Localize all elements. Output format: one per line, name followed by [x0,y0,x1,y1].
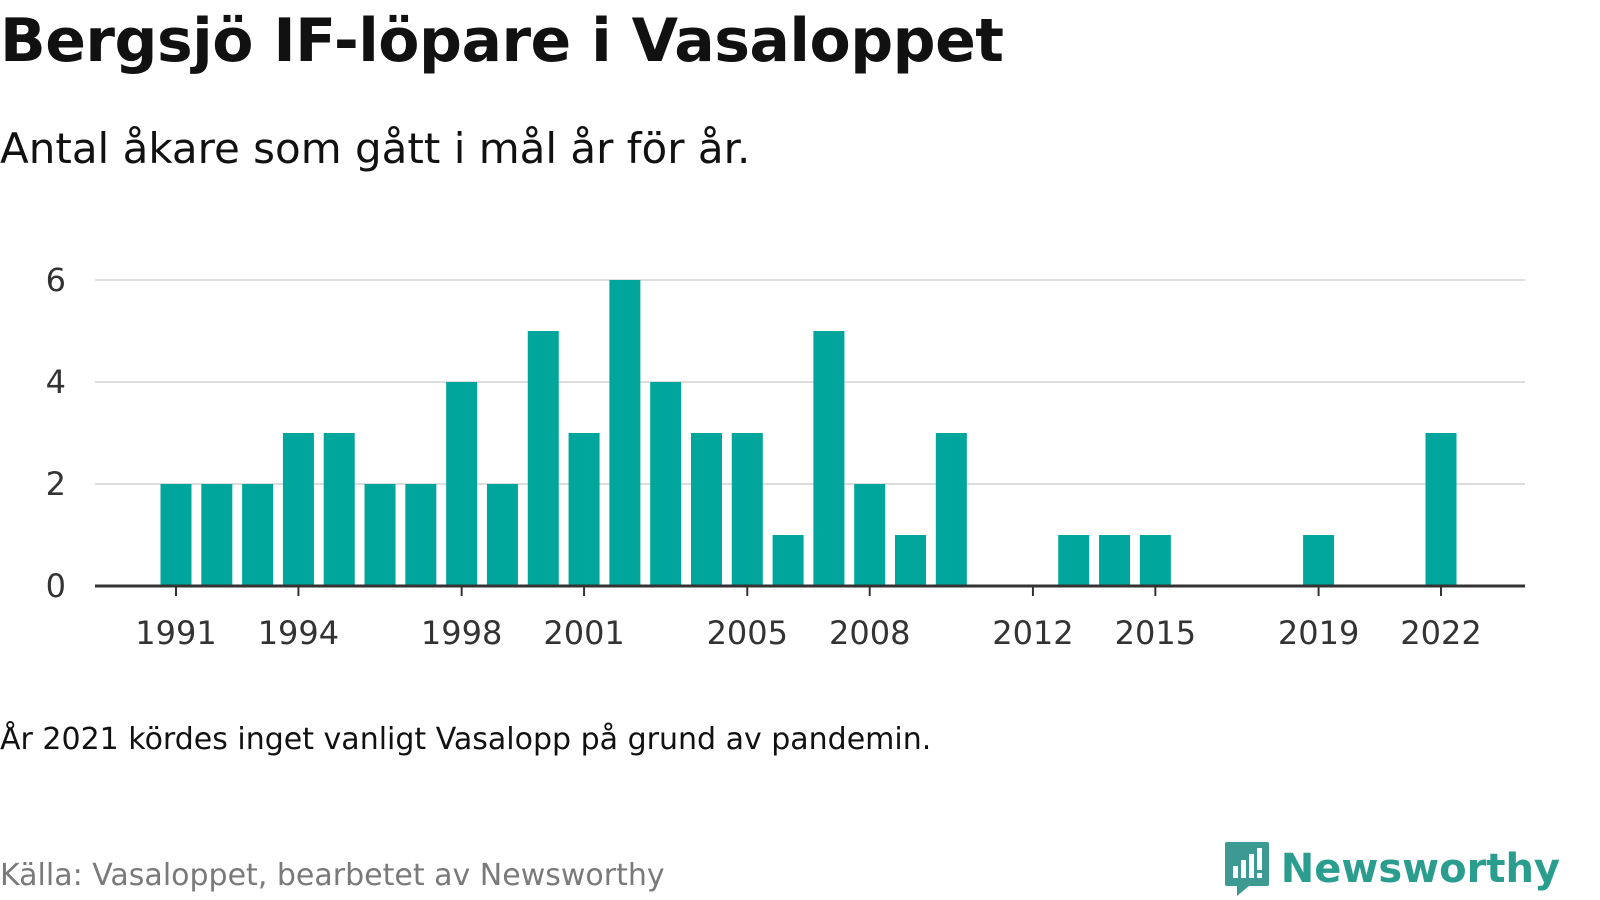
bar-1997 [405,484,437,586]
bar-2004 [690,433,722,586]
bar-1992 [201,484,233,586]
x-tick-label-2022: 2022 [1400,614,1481,652]
x-tick-label-2015: 2015 [1115,614,1196,652]
bar-1995 [323,433,355,586]
x-tick-label-1991: 1991 [135,614,216,652]
bar-2001 [568,433,600,586]
bar-2006 [772,535,804,586]
bar-2013 [1058,535,1090,586]
x-tick-label-2005: 2005 [707,614,788,652]
chart-title: Bergsjö IF-löpare i Vasaloppet [0,6,1004,76]
chart-note: År 2021 kördes inget vanligt Vasalopp på… [0,722,932,757]
bar-2002 [609,280,641,586]
bar-2000 [527,331,559,586]
bar-2014 [1099,535,1131,586]
bar-2022 [1425,433,1457,586]
bar-2015 [1139,535,1171,586]
chart-subtitle: Antal åkare som gått i mål år för år. [0,124,751,173]
bar-2019 [1303,535,1335,586]
brand-logo[interactable]: Newsworthy [1223,840,1560,898]
bar-2009 [895,535,927,586]
bar-2010 [935,433,967,586]
brand-name: Newsworthy [1280,846,1560,892]
newsworthy-logo-icon [1224,842,1269,896]
bar-1999 [486,484,518,586]
bar-2005 [731,433,763,586]
y-tick-label-4: 4 [46,363,66,401]
bar-1998 [446,382,478,586]
bar-chart: 0 2 4 6 1991 1994 1998 2001 2005 2008 2012 2015 2019… [46,261,1525,652]
bar-1991 [160,484,192,586]
y-tick-label-2: 2 [46,465,66,503]
y-tick-label-0: 0 [46,567,66,605]
bar-2008 [854,484,886,586]
source-text: Källa: Vasaloppet, bearbetet av Newswort… [0,858,665,893]
x-tick-label-1994: 1994 [258,614,339,652]
bar-1993 [242,484,274,586]
x-tick-label-2012: 2012 [992,614,1073,652]
bar-1994 [282,433,314,586]
bar-2003 [650,382,682,586]
y-tick-label-6: 6 [46,261,66,299]
bar-2007 [813,331,845,586]
x-tick-label-2001: 2001 [543,614,624,652]
x-tick-label-2019: 2019 [1278,614,1359,652]
bar-1996 [364,484,396,586]
x-tick-label-1998: 1998 [421,614,502,652]
x-tick-label-2008: 2008 [829,614,910,652]
